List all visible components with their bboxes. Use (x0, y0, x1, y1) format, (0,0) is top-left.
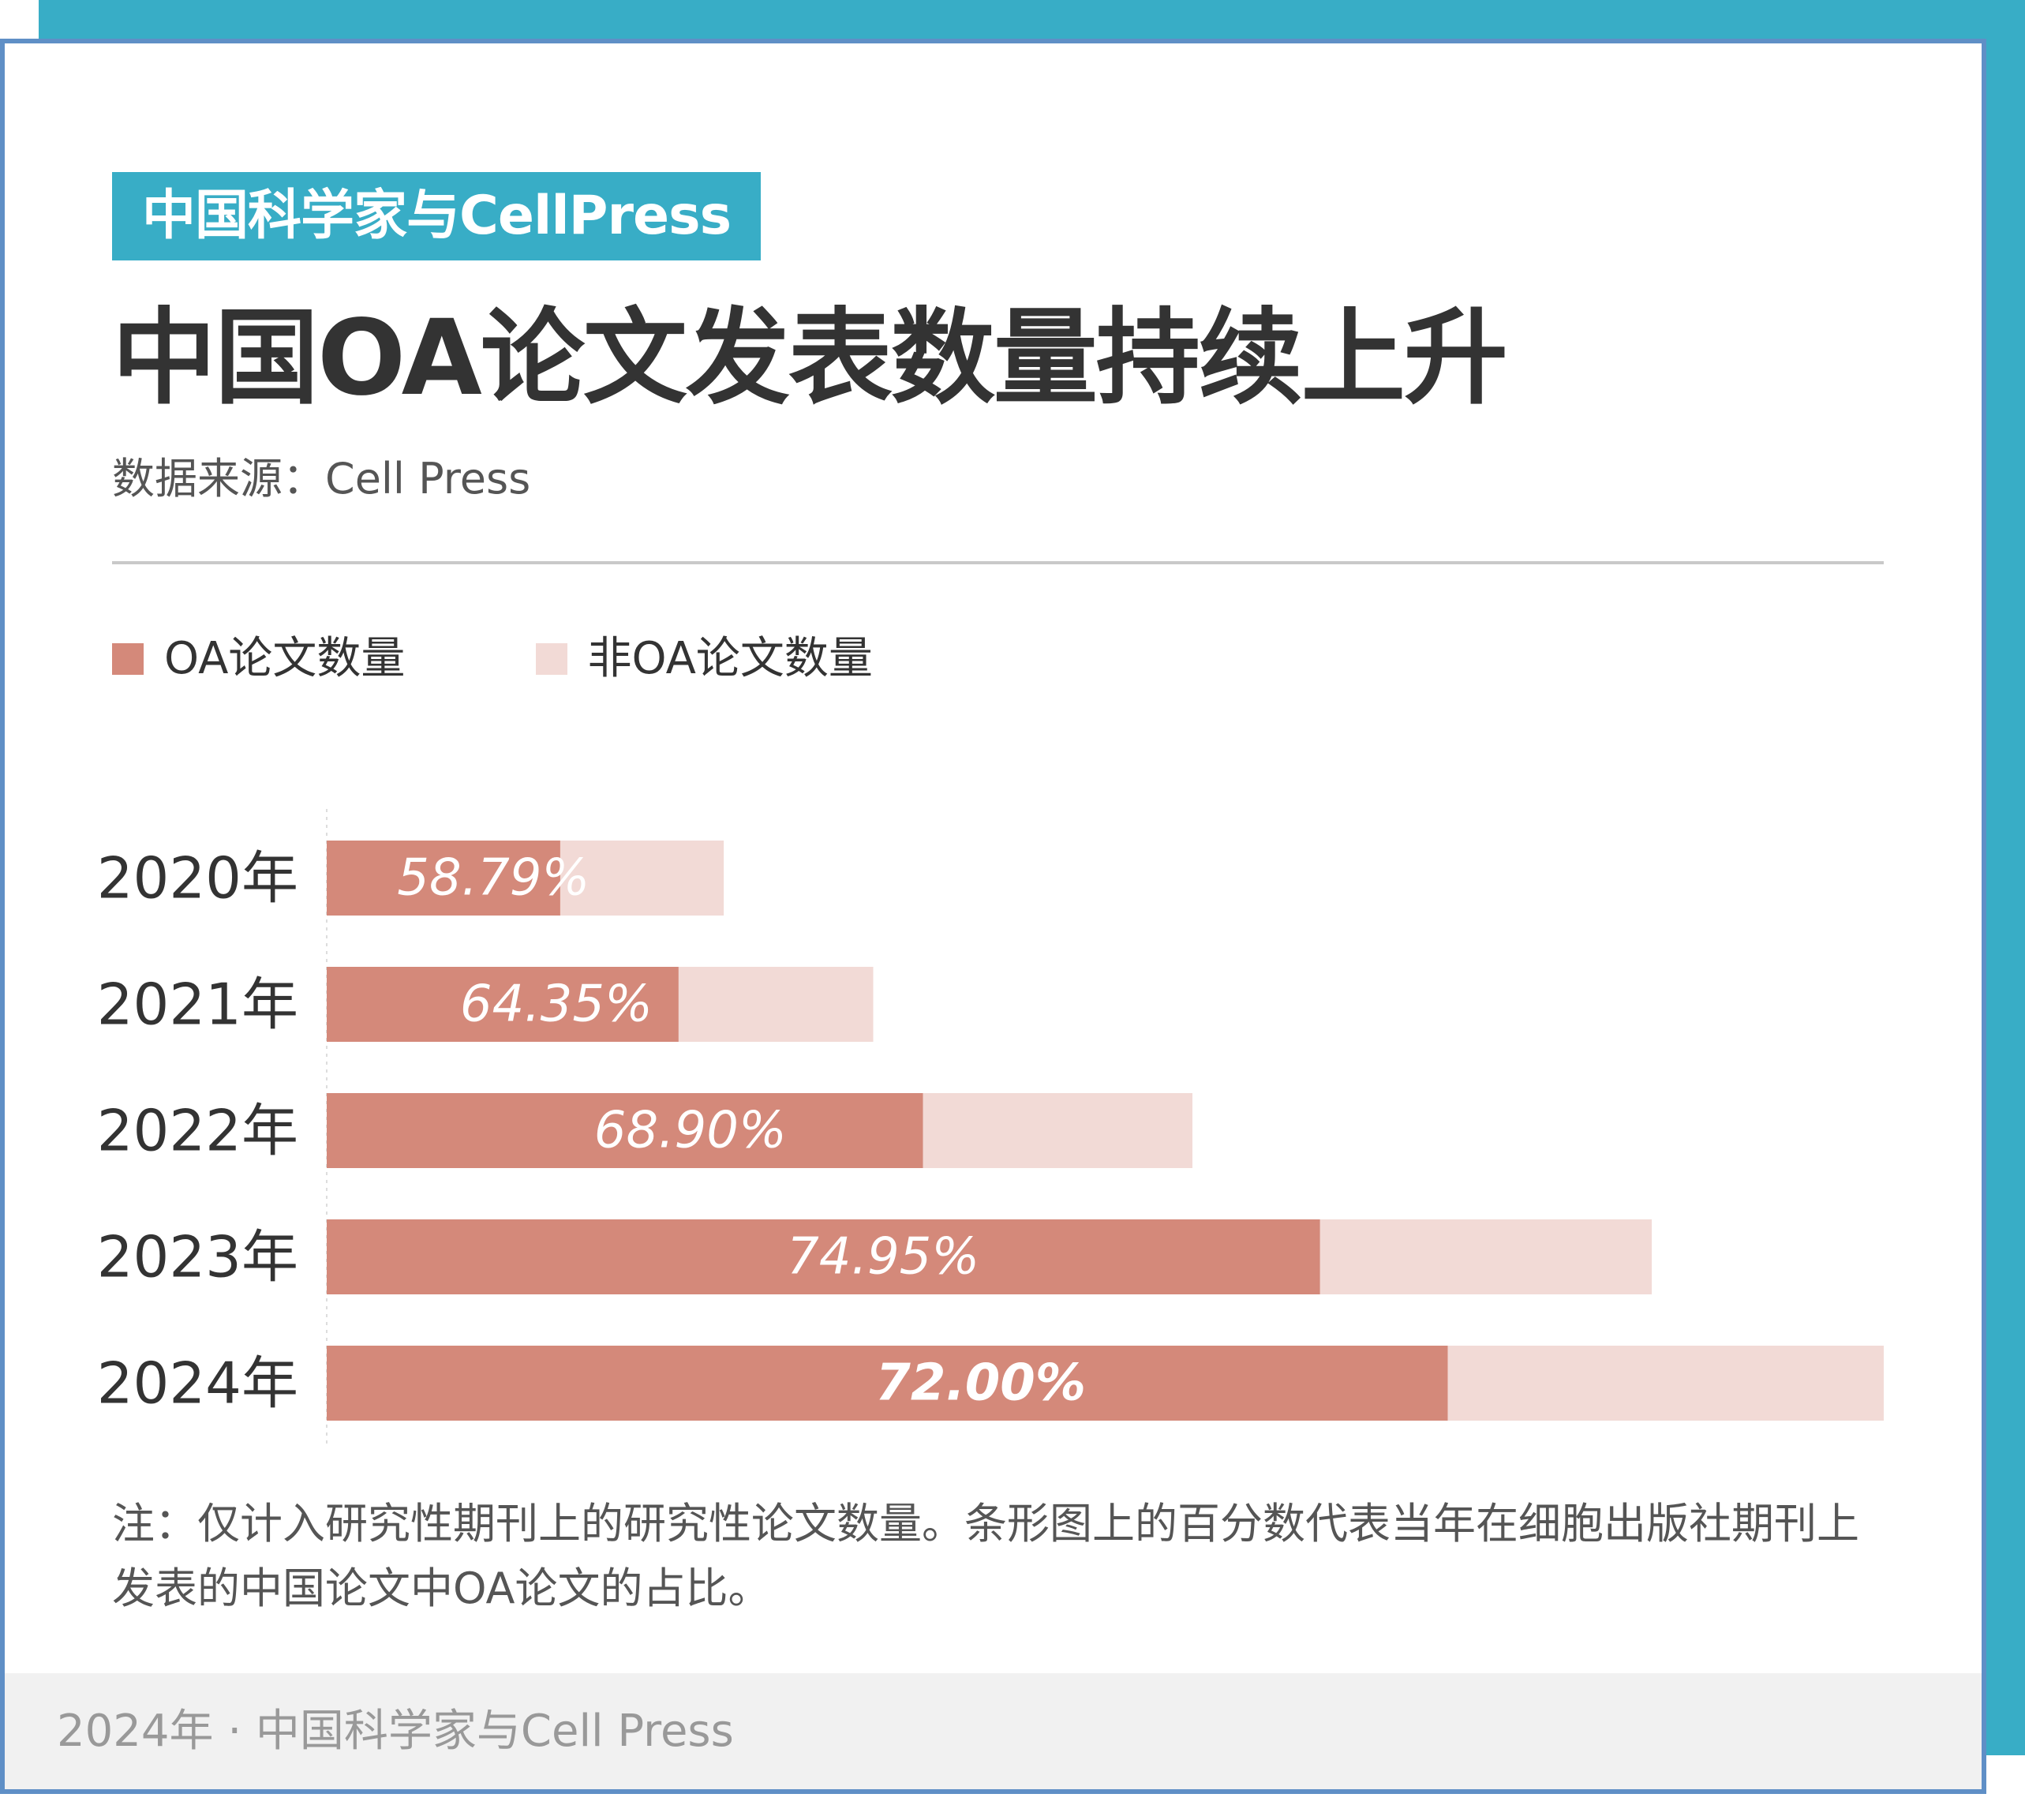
category-label: 2023年 (97, 1224, 298, 1290)
brand-tag: 中国科学家与CellPress (112, 172, 762, 260)
legend-label-oa: OA论文数量 (164, 633, 406, 684)
legend: OA论文数量 非OA论文数量 (112, 627, 999, 691)
category-label: 2024年 (97, 1350, 298, 1417)
data-label: 68.90% (594, 1102, 787, 1160)
bar-oa (327, 841, 560, 916)
legend-swatch-non-oa (535, 643, 567, 675)
data-label: 74.95% (787, 1228, 979, 1286)
bar-oa (327, 1346, 1448, 1421)
bar-chart: 2020年 58.79% 2021年 64.35% 2022年 68.90% 2023年 74… (97, 809, 1884, 1448)
data-source: 数据来源：Cell Press (112, 454, 531, 504)
bar-oa (327, 967, 679, 1042)
category-label: 2022年 (97, 1098, 298, 1164)
infographic-card: 中国科学家与CellPress 中国OA论文发表数量持续上升 数据来源：Cell… (0, 39, 1986, 1794)
chart-title: 中国OA论文发表数量持续上升 (112, 298, 1508, 419)
bar-oa (327, 1219, 1320, 1294)
right-accent-bar (1986, 0, 2025, 1755)
legend-item-oa: OA论文数量 (112, 627, 405, 691)
category-label: 2020年 (97, 845, 298, 912)
legend-item-non-oa: 非OA论文数量 (535, 627, 873, 691)
bar-non-oa (923, 1093, 1192, 1168)
data-label: 64.35% (460, 976, 653, 1034)
legend-swatch-oa (112, 643, 144, 675)
divider (112, 561, 1884, 564)
footer: 2024年 · 中国科学家与Cell Press (5, 1673, 1982, 1789)
data-label: 58.79% (397, 849, 590, 908)
footer-text: 2024年 · 中国科学家与Cell Press (57, 1706, 734, 1757)
data-label: 72.00% (875, 1354, 1086, 1413)
bar-non-oa (1319, 1219, 1653, 1294)
top-accent-bar (39, 0, 2025, 39)
bar-oa (327, 1093, 923, 1168)
bar-non-oa (678, 967, 874, 1042)
category-label: 2021年 (97, 972, 298, 1038)
bar-non-oa (1447, 1346, 1884, 1421)
footnote: 注：仅计入研究性期刊上的研究性论文数量。条形图上的百分数代表当年在细胞出版社期刊… (112, 1499, 1859, 1613)
legend-label-non-oa: 非OA论文数量 (587, 633, 873, 684)
bar-non-oa (560, 841, 724, 916)
